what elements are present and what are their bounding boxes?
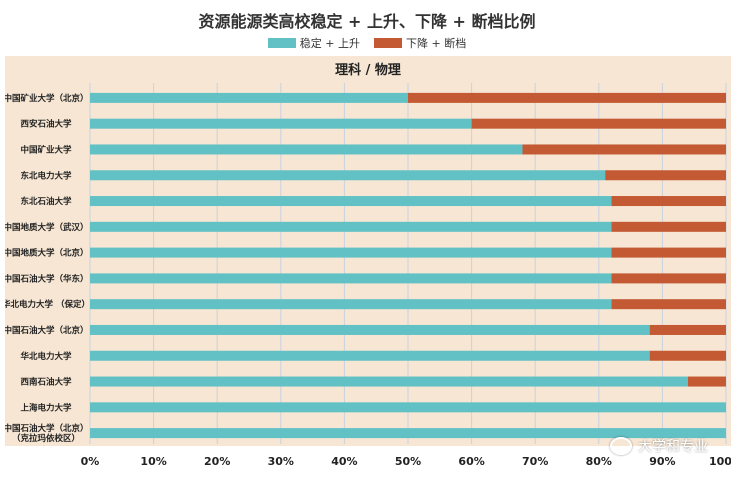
bar-declining-gap [687, 376, 726, 387]
category-label: 东北石油大学 [20, 196, 72, 207]
category-label: 华北电力大学 [20, 351, 72, 362]
bar-declining-gap [611, 221, 726, 232]
bar-declining-gap [611, 299, 726, 310]
legend: 稳定 + 上升 下降 + 断档 [0, 35, 734, 51]
x-tick-label: 30% [268, 455, 294, 468]
x-tick-label: 90% [649, 455, 675, 468]
chart-title: 资源能源类高校稳定 + 上升、下降 + 断档比例 [198, 12, 536, 31]
bar-stable-rising [90, 247, 612, 258]
bar-stable-rising [90, 118, 472, 129]
bar-declining-gap [649, 350, 726, 361]
legend-swatch-stable [267, 38, 296, 48]
bar-stable-rising [90, 402, 726, 413]
category-label: 中国矿业大学 [20, 144, 72, 155]
bar-declining-gap [611, 273, 726, 284]
category-label: 西南石油大学 [20, 377, 72, 388]
legend-label-decline: 下降 + 断档 [406, 37, 467, 50]
category-label: 中国地质大学（武汉） [5, 222, 89, 233]
bar-declining-gap [522, 144, 726, 155]
legend-swatch-decline [374, 38, 402, 48]
x-tick-label: 40% [331, 455, 357, 468]
bar-stable-rising [90, 428, 726, 439]
category-label: 中国矿业大学（北京） [5, 93, 89, 104]
bar-stable-rising [90, 273, 612, 284]
chart-panel: 理科 / 物理中国矿业大学（北京） 西安石油大学 中国矿业大学 东北电力大学 东北石油大… [5, 56, 731, 468]
bar-stable-rising [90, 92, 408, 103]
category-label: 西安石油大学 [20, 119, 72, 130]
bar-stable-rising [90, 196, 612, 207]
bar-declining-gap [605, 170, 726, 181]
category-label: 中国地质大学（北京） [5, 248, 89, 259]
category-label: 中国石油大学（北京） [5, 325, 89, 336]
x-tick-label: 0% [81, 455, 100, 468]
x-tick-label: 60% [458, 455, 484, 468]
bar-stable-rising [90, 324, 650, 335]
x-tick-label: 20% [204, 455, 230, 468]
bar-stable-rising [90, 221, 612, 232]
bar-stable-rising [90, 299, 612, 310]
category-label: 东北电力大学 [20, 170, 72, 181]
x-tick-label: 80% [586, 455, 612, 468]
category-label: 上海电力大学 [20, 402, 72, 413]
bar-declining-gap [408, 92, 726, 103]
category-label: 中国石油大学（华东） [5, 273, 89, 284]
bar-declining-gap [649, 324, 726, 335]
bar-declining-gap [471, 118, 726, 129]
legend-item-decline: 下降 + 断档 [374, 35, 466, 51]
chart-subtitle: 理科 / 物理 [335, 62, 401, 78]
wechat-icon [610, 437, 632, 455]
x-tick-label: 10% [140, 455, 166, 468]
bar-stable-rising [90, 350, 650, 361]
x-tick-label: 100% [709, 455, 731, 468]
bar-declining-gap [611, 247, 726, 258]
watermark-text: 大学和专业 [638, 439, 708, 455]
x-tick-label: 70% [522, 455, 548, 468]
watermark: 大学和专业 [610, 436, 708, 456]
category-label: 中国石油大学（北京）（克拉玛依校区） [5, 423, 89, 444]
legend-item-stable: 稳定 + 上升 [267, 35, 360, 51]
legend-label-stable: 稳定 + 上升 [299, 37, 360, 50]
x-tick-label: 50% [395, 455, 421, 468]
bar-stable-rising [90, 170, 606, 181]
bar-declining-gap [611, 196, 726, 207]
bar-stable-rising [90, 144, 523, 155]
bar-stable-rising [90, 376, 688, 387]
category-label: 华北电力大学 （保定） [5, 299, 90, 310]
